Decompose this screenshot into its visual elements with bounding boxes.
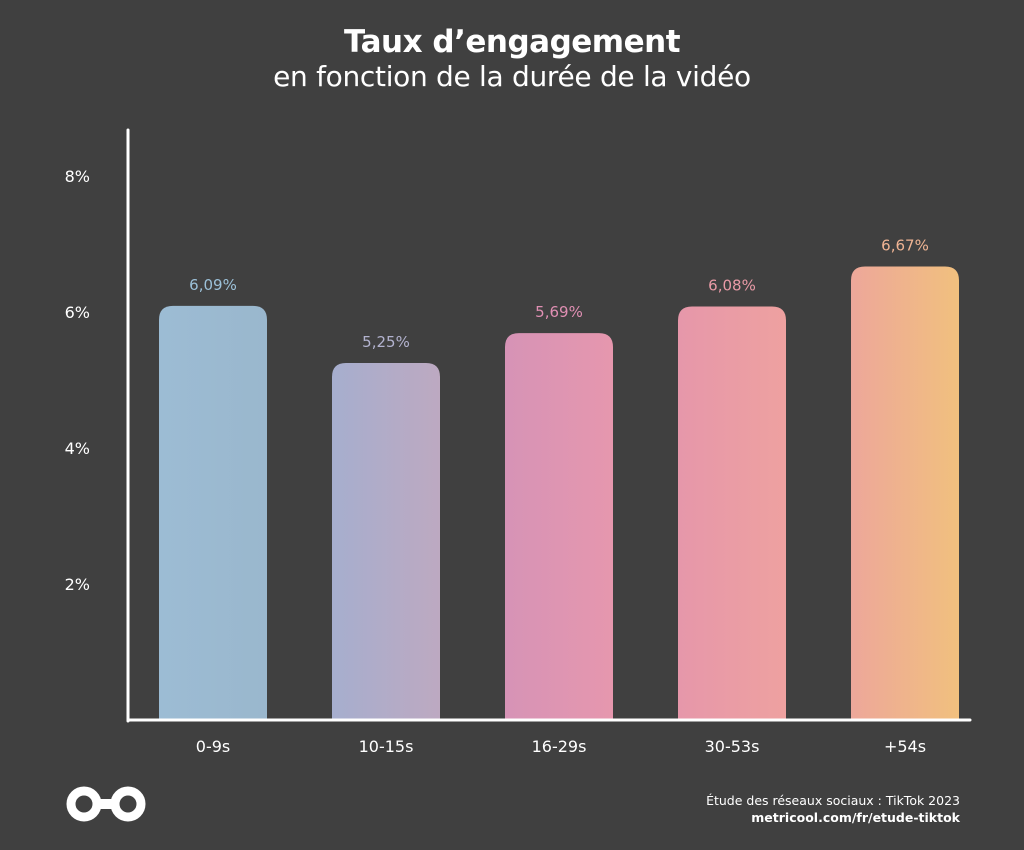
data-label: 6,09% [189, 276, 237, 294]
y-tick-label: 8% [65, 167, 90, 186]
chart-title: Taux d’engagement [343, 24, 681, 60]
data-label: 6,08% [708, 277, 756, 295]
bar-30-53s [678, 306, 786, 720]
bar-+54s [851, 266, 959, 720]
x-tick-label: 30-53s [705, 737, 760, 756]
y-tick-label: 4% [65, 439, 90, 458]
x-tick-label: 16-29s [532, 737, 587, 756]
x-tick-label: 10-15s [359, 737, 414, 756]
source-note: Étude des réseaux sociaux : TikTok 2023 … [706, 792, 960, 826]
bar-16-29s [505, 333, 613, 720]
y-tick-label: 2% [65, 575, 90, 594]
data-label: 5,69% [535, 303, 583, 321]
source-link[interactable]: metricool.com/fr/etude-tiktok [751, 810, 960, 825]
bar-0-9s [159, 305, 267, 720]
y-tick-label: 6% [65, 303, 90, 322]
data-label: 6,67% [881, 236, 929, 254]
chart-subtitle: en fonction de la durée de la vidéo [273, 60, 751, 93]
x-tick-label: +54s [884, 737, 926, 756]
x-tick-label: 0-9s [196, 737, 230, 756]
bar-10-15s [332, 363, 440, 720]
metricool-logo-icon [66, 786, 146, 822]
data-label: 5,25% [362, 333, 410, 351]
source-study: Étude des réseaux sociaux : TikTok 2023 [706, 793, 960, 808]
